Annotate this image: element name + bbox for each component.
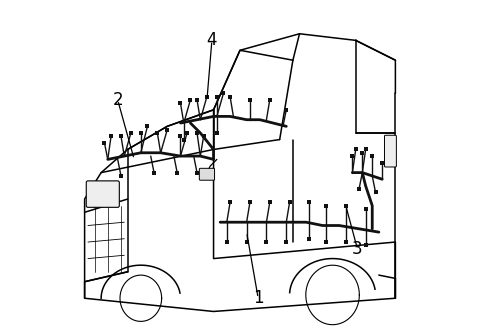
FancyBboxPatch shape [199, 168, 215, 180]
FancyBboxPatch shape [384, 135, 396, 167]
Text: 4: 4 [207, 31, 217, 49]
Text: 2: 2 [112, 91, 123, 109]
Text: 3: 3 [352, 240, 363, 258]
FancyBboxPatch shape [86, 181, 120, 207]
Text: 1: 1 [253, 289, 264, 307]
